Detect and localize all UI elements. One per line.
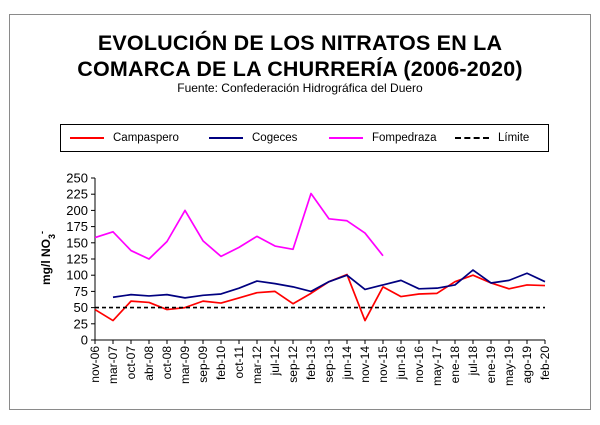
- chart-title-line1: EVOLUCIÓN DE LOS NITRATOS EN LA: [97, 31, 503, 55]
- x-tick-label: jun-16: [394, 346, 408, 381]
- y-tick-label: 175: [66, 219, 88, 234]
- legend-label-limite: Límite: [498, 132, 530, 144]
- y-tick-label: 225: [66, 187, 88, 202]
- y-tick-label: 75: [74, 284, 88, 299]
- y-tick-label: 50: [74, 300, 88, 315]
- x-tick-label: nov-16: [412, 346, 426, 383]
- x-tick-label: ene-19: [484, 346, 498, 384]
- legend-item-campaspero: Campaspero: [70, 125, 179, 151]
- chart-legend: Campaspero Cogeces Fompedraza Límite: [60, 124, 549, 152]
- x-tick-label: sep-13: [322, 346, 336, 383]
- x-tick-label: nov-14: [358, 346, 372, 383]
- series-line-campaspero: [94, 273, 546, 322]
- x-tick-label: nov-15: [376, 346, 390, 383]
- series-layer: [94, 192, 546, 322]
- y-axis-label-sup: -: [37, 231, 47, 234]
- legend-label-cogeces: Cogeces: [252, 132, 298, 144]
- x-tick-label: oct-11: [232, 346, 246, 379]
- y-tick-label: 125: [66, 252, 88, 267]
- y-axis-label-sub: 3: [47, 234, 57, 239]
- y-tick-label: 150: [66, 235, 88, 250]
- legend-item-limite: Límite: [455, 125, 529, 151]
- series-line-cogeces: [112, 269, 546, 299]
- x-tick-label: jul-12: [268, 346, 282, 377]
- legend-label-campaspero: Campaspero: [113, 132, 179, 144]
- x-tick-label: nov-06: [88, 346, 102, 383]
- x-tick-label: feb-10: [214, 346, 228, 380]
- x-tick-label: may-19: [502, 346, 516, 386]
- x-tick-label: jun-14: [340, 346, 354, 381]
- legend-swatch-fompedraza: [329, 137, 363, 139]
- legend-label-fompedraza: Fompedraza: [372, 132, 437, 144]
- x-tick-label: sep-09: [196, 346, 210, 383]
- x-tick-label: feb-13: [304, 346, 318, 380]
- y-axis-label-main: mg/l NO: [39, 239, 53, 285]
- legend-item-fompedraza: Fompedraza: [329, 125, 437, 151]
- y-tick-label: 0: [81, 333, 88, 348]
- y-tick-label: 25: [74, 316, 88, 331]
- svg-text:mg/l NO3-: mg/l NO3-: [37, 231, 57, 285]
- y-tick-label: 100: [66, 268, 88, 283]
- x-tick-label: ago-19: [520, 346, 534, 384]
- x-tick-label: sep-12: [286, 346, 300, 383]
- x-tick-label: feb-20: [538, 346, 552, 380]
- legend-swatch-cogeces: [209, 137, 243, 139]
- chart-title-line2: COMARCA DE LA CHURRERÍA (2006-2020): [77, 57, 523, 81]
- x-tick-label: mar-12: [250, 346, 264, 384]
- legend-item-cogeces: Cogeces: [209, 125, 297, 151]
- legend-swatch-limite: [455, 137, 489, 139]
- x-tick-label: mar-07: [106, 346, 120, 384]
- chart-frame: [9, 14, 591, 410]
- series-line-fompedraza: [94, 192, 384, 260]
- x-tick-label: jul-18: [466, 346, 480, 377]
- x-tick-label: oct-08: [160, 346, 174, 380]
- axes: [91, 177, 546, 344]
- x-tick-label: abr-08: [142, 346, 156, 381]
- legend-swatch-campaspero: [70, 137, 104, 139]
- x-tick-label: mar-09: [178, 346, 192, 384]
- y-axis-label: mg/l NO3-: [37, 231, 57, 285]
- y-tick-label: 250: [66, 171, 88, 186]
- x-tick-label: ene-18: [448, 346, 462, 384]
- y-tick-label: 200: [66, 203, 88, 218]
- x-tick-label: may-17: [430, 346, 444, 386]
- chart-subtitle: Fuente: Confederación Hidrográfica del D…: [177, 81, 423, 95]
- x-tick-label: oct-07: [124, 346, 138, 380]
